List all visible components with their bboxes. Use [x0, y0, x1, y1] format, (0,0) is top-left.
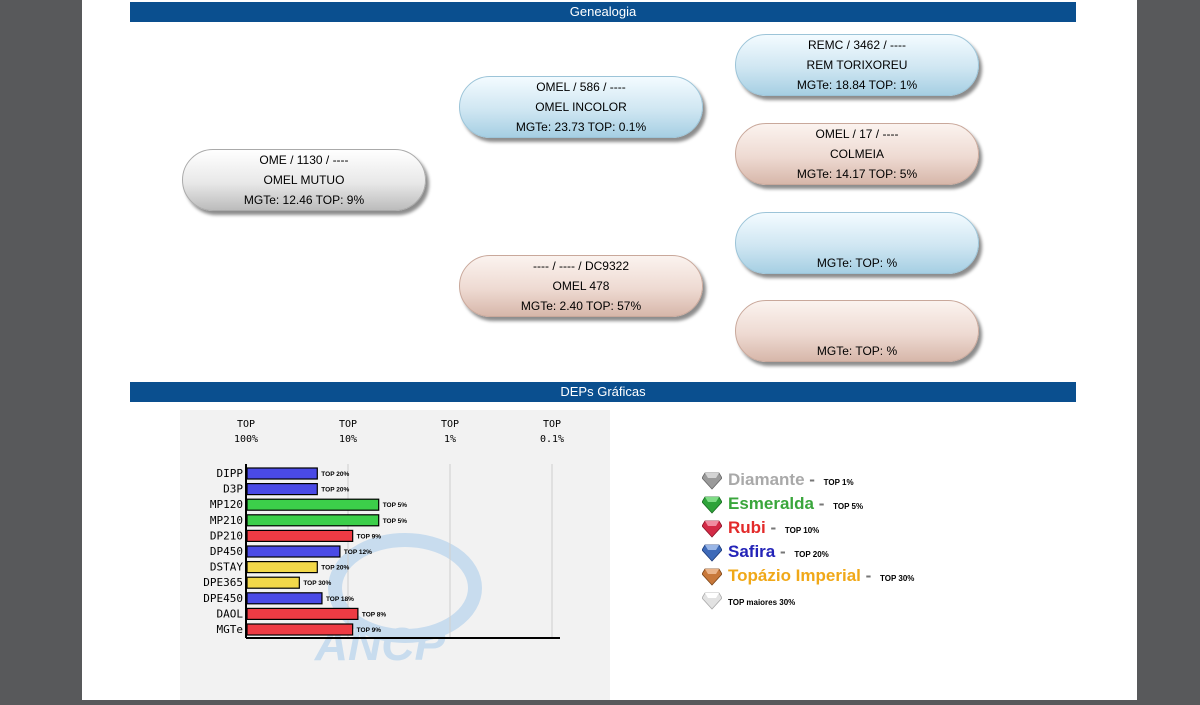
pedigree-dam-dam[interactable]: MGTe: TOP: % [735, 300, 979, 362]
emerald-gem-icon [702, 496, 722, 514]
animal-name: OMEL MUTUO [263, 173, 345, 187]
animal-id-line [736, 301, 978, 321]
diamond-gem-icon [702, 472, 722, 490]
animal-name: OMEL 478 [552, 279, 610, 293]
legend-dash: - [775, 542, 791, 561]
x-tick-label: TOP [339, 419, 357, 430]
legend-label: Topázio Imperial [728, 566, 861, 585]
category-label: DPE365 [203, 576, 243, 589]
animal-id-line: OMEL / 586 / ---- [536, 80, 626, 94]
animal-id-line [736, 213, 978, 233]
legend-top: TOP 1% [823, 478, 854, 487]
bar-value-label: TOP 20% [321, 471, 349, 478]
x-tick-label: 0.1% [540, 434, 564, 445]
legend-top: TOP 10% [784, 526, 820, 535]
x-tick-label: 10% [339, 434, 357, 445]
bar-value-label: TOP 20% [321, 487, 349, 494]
legend-top: TOP 30% [879, 574, 915, 583]
dep-bar [246, 482, 318, 496]
bar-value-label: TOP 9% [357, 627, 382, 634]
category-label: DP450 [210, 545, 243, 558]
bar-value-label: TOP 18% [326, 596, 354, 603]
bar-value-label: TOP 12% [344, 549, 372, 556]
ruby-gem-icon [702, 520, 722, 538]
animal-score: MGTe: 18.84 TOP: 1% [796, 78, 918, 92]
dep-bar [246, 529, 354, 543]
animal-score: MGTe: 2.40 TOP: 57% [520, 299, 642, 313]
legend-dash: - [765, 518, 781, 537]
dep-bar [246, 545, 341, 558]
x-tick-label: TOP [441, 419, 459, 430]
dep-chart-panel: ANCP TOP 100% TOP 10% TOP 1% TOP 0.1% DIPP TOP 20%… [180, 410, 610, 700]
legend-label: Esmeralda [728, 494, 814, 513]
animal-name [736, 233, 978, 253]
pedigree-dam-sire[interactable]: MGTe: TOP: % [735, 212, 979, 274]
animal-id-line: REMC / 3462 / ---- [807, 38, 906, 52]
category-label: DAOL [217, 607, 244, 620]
animal-score: MGTe: TOP: % [816, 256, 898, 270]
legend-top: TOP maiores 30% [728, 598, 796, 607]
animal-name: COLMEIA [829, 147, 884, 161]
legend-label: Diamante [728, 470, 805, 489]
category-label: MGTe [217, 623, 244, 636]
legend-top: TOP 20% [794, 550, 829, 559]
pedigree-sire-sire[interactable]: REMC / 3462 / ---- REM TORIXOREU MGTe: 1… [735, 34, 979, 96]
legend-label: Safira [728, 542, 776, 561]
bar-value-label: TOP 30% [303, 580, 331, 587]
animal-name: OMEL INCOLOR [535, 100, 627, 114]
dep-bar [246, 592, 323, 605]
bar-value-label: TOP 9% [357, 533, 382, 540]
dep-bar [246, 561, 318, 574]
category-label: DSTAY [210, 561, 243, 574]
sapphire-gem-icon [702, 544, 722, 562]
pedigree-dam[interactable]: ---- / ---- / DC9322 OMEL 478 MGTe: 2.40… [459, 255, 703, 317]
category-label: DP210 [210, 529, 243, 542]
x-tick-label: TOP [543, 419, 561, 430]
animal-score: MGTe: TOP: % [816, 344, 898, 358]
dep-bar [246, 514, 380, 527]
category-label: D3P [223, 483, 243, 496]
animal-score: MGTe: 14.17 TOP: 5% [796, 167, 918, 181]
animal-id-line: OME / 1130 / ---- [259, 153, 349, 167]
deps-section-title: DEPs Gráficas [130, 382, 1076, 402]
animal-id-line: ---- / ---- / DC9322 [533, 259, 629, 273]
legend-dash: - [804, 470, 820, 489]
bar-value-label: TOP 8% [362, 611, 387, 618]
pedigree-sire-dam[interactable]: OMEL / 17 / ---- COLMEIA MGTe: 14.17 TOP… [735, 123, 979, 185]
bar-value-label: TOP 5% [383, 518, 408, 525]
animal-score: MGTe: 23.73 TOP: 0.1% [515, 120, 647, 134]
category-label: MP210 [210, 514, 243, 527]
animal-score: MGTe: 12.46 TOP: 9% [243, 193, 365, 207]
legend-dash: - [814, 494, 830, 513]
legend-dash: - [860, 566, 876, 585]
dep-bar [246, 467, 318, 480]
dep-bar [246, 607, 359, 620]
legend-label: Rubi [728, 518, 766, 537]
watermark-ring [328, 533, 482, 643]
genealogy-section-title: Genealogia [130, 2, 1076, 22]
bar-value-label: TOP 20% [321, 565, 349, 572]
x-tick-label: TOP [237, 419, 255, 430]
topaz-gem-icon [702, 568, 722, 586]
bar-value-label: TOP 5% [383, 502, 408, 509]
category-label: DIPP [217, 467, 244, 480]
animal-name: REM TORIXOREU [806, 58, 908, 72]
dep-bar [246, 623, 354, 636]
dep-bar [246, 498, 380, 511]
legend-top: TOP 5% [833, 502, 864, 511]
x-tick-label: 1% [444, 434, 456, 445]
dep-bar [246, 576, 300, 589]
clear-gem-icon [702, 592, 722, 610]
animal-id-line: OMEL / 17 / ---- [815, 127, 899, 141]
animal-name [736, 321, 978, 341]
category-label: DPE450 [203, 592, 243, 605]
pedigree-sire[interactable]: OMEL / 586 / ---- OMEL INCOLOR MGTe: 23.… [459, 76, 703, 138]
report-page: Genealogia OME / 1130 / ---- OMEL MUTUO … [82, 0, 1137, 700]
x-tick-label: 100% [234, 434, 258, 445]
category-label: MP120 [210, 498, 243, 511]
pedigree-root-animal[interactable]: OME / 1130 / ---- OMEL MUTUO MGTe: 12.46… [182, 149, 426, 211]
